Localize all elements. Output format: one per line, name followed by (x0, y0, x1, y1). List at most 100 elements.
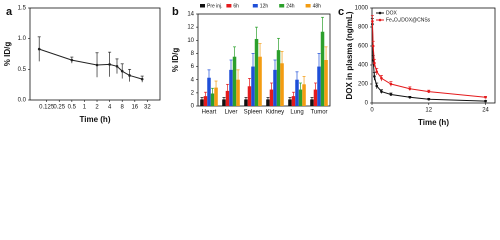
bar (225, 90, 230, 106)
bar (251, 66, 255, 106)
y-axis-title: % ID/g (171, 48, 180, 73)
point (389, 82, 393, 86)
point (380, 90, 383, 93)
y-tick-label: 1000 (355, 6, 369, 12)
point (427, 90, 431, 93)
point (408, 96, 412, 99)
y-axis-title: DOX in plasma (ng/mL) (345, 11, 354, 99)
x-axis-title: Time (h) (418, 118, 449, 127)
legend-label: DOX (386, 10, 398, 16)
x-tick-label: 0.25 (53, 105, 65, 111)
point (373, 61, 376, 65)
x-tick-label: 16 (131, 105, 138, 111)
x-tick-label: 0.125 (39, 105, 55, 111)
series-line (371, 24, 486, 102)
x-tick-label: Liver (224, 110, 237, 116)
x-axis-title: Time (h) (80, 115, 111, 124)
point (373, 75, 376, 78)
legend-label: 12h (260, 3, 269, 9)
point (37, 47, 41, 51)
x-tick-label: 24 (482, 108, 489, 114)
plot-frame (29, 7, 161, 101)
bar (244, 99, 248, 106)
y-tick-label: 6 (191, 64, 195, 70)
bar (210, 93, 215, 106)
point (95, 63, 99, 67)
bar (320, 31, 325, 106)
bar (236, 79, 240, 106)
legend-marker (378, 18, 382, 22)
point (408, 87, 412, 91)
bar (254, 38, 259, 106)
bar (298, 89, 303, 106)
point (115, 64, 119, 68)
x-tick-label: Spleen (244, 110, 263, 116)
x-tick-label: Tumor (310, 110, 327, 116)
bar (302, 84, 306, 106)
bar (266, 99, 270, 106)
x-tick-label: 32 (144, 105, 151, 111)
y-tick-label: 10 (187, 38, 194, 44)
y-tick-label: 4 (191, 77, 195, 83)
bar (258, 56, 262, 106)
series-line (371, 21, 486, 98)
y-axis-title: % ID/g (3, 42, 12, 67)
y-tick-label: 200 (358, 82, 369, 88)
y-tick-label: 0.0 (18, 98, 27, 104)
point (371, 44, 375, 48)
panel-label: b (172, 6, 179, 18)
x-tick-label: 2 (95, 105, 99, 111)
y-tick-label: 14 (187, 12, 194, 18)
page: {"chart_data": [ {"type": "line", "panel… (3, 3, 496, 128)
bar (247, 86, 252, 106)
legend-label: Fe₃O₄/DOX@CNSs (386, 17, 431, 23)
point (484, 99, 487, 103)
x-tick-label: Kidney (266, 110, 284, 116)
legend-marker (378, 11, 382, 15)
x-tick-label: 1 (83, 105, 87, 111)
series-line (39, 48, 143, 80)
point (389, 93, 393, 96)
bar (280, 63, 284, 106)
legend-label: 48h (313, 3, 322, 9)
y-tick-label: 800 (358, 25, 369, 31)
y-tick-label: 1.0 (18, 36, 27, 42)
bar (295, 79, 299, 106)
y-tick-label: 0 (365, 101, 369, 107)
x-tick-label: Lung (290, 110, 303, 116)
x-tick-label: 4 (108, 105, 112, 111)
point (140, 77, 144, 81)
plot-frame (197, 13, 331, 107)
legend-swatch (200, 4, 205, 8)
y-tick-label: 400 (358, 63, 369, 69)
legend-swatch (305, 4, 311, 8)
bar (317, 66, 321, 106)
x-tick-label: Heart (202, 110, 217, 116)
x-tick-label: 0 (370, 108, 374, 114)
point (371, 20, 374, 23)
legend-swatch (226, 4, 232, 8)
legend-label: 6h (233, 3, 239, 9)
bar (310, 99, 314, 106)
point (128, 74, 131, 77)
y-tick-label: 12 (187, 25, 194, 31)
bar (324, 60, 328, 106)
point (427, 97, 431, 101)
point (375, 84, 379, 88)
legend-label: Pre inj. (207, 3, 223, 9)
point (120, 69, 124, 73)
legend-swatch (279, 4, 285, 8)
bar (269, 89, 274, 106)
point (484, 96, 487, 99)
legend-swatch (252, 4, 258, 8)
panel-label: a (6, 6, 13, 18)
bar (200, 99, 204, 106)
bar (214, 87, 218, 106)
y-tick-label: 8 (191, 51, 195, 57)
bar (222, 99, 226, 106)
bar (276, 50, 281, 106)
y-tick-label: 0 (191, 104, 195, 110)
point (108, 63, 111, 66)
point (380, 77, 383, 80)
